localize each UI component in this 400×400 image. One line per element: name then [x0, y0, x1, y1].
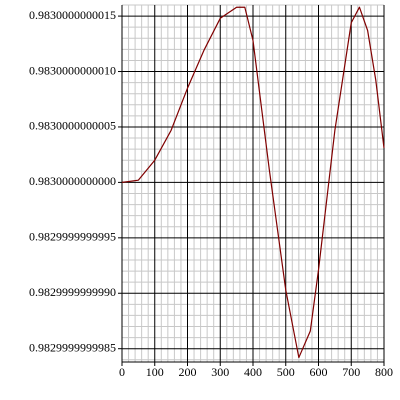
- x-tick-label: 200: [179, 365, 197, 379]
- x-tick-label: 100: [146, 365, 164, 379]
- x-tick-label: 0: [119, 365, 125, 379]
- y-tick-label: 0.9830000000005: [29, 119, 116, 133]
- y-tick-label: 0.9830000000015: [29, 8, 116, 22]
- x-tick-label: 800: [375, 365, 393, 379]
- x-tick-label: 700: [342, 365, 360, 379]
- x-tick-label: 600: [310, 365, 328, 379]
- x-tick-label: 500: [277, 365, 295, 379]
- line-series: [121, 6, 385, 359]
- y-tick-label: 0.9830000000000: [29, 174, 116, 188]
- y-tick-label: 0.9829999999995: [29, 230, 116, 244]
- x-tick-label: 300: [211, 365, 229, 379]
- x-tick-label: 400: [244, 365, 262, 379]
- y-tick-label: 0.9830000000010: [29, 63, 116, 77]
- y-tick-label: 0.9829999999985: [29, 340, 116, 354]
- y-tick-label: 0.9829999999990: [29, 285, 116, 299]
